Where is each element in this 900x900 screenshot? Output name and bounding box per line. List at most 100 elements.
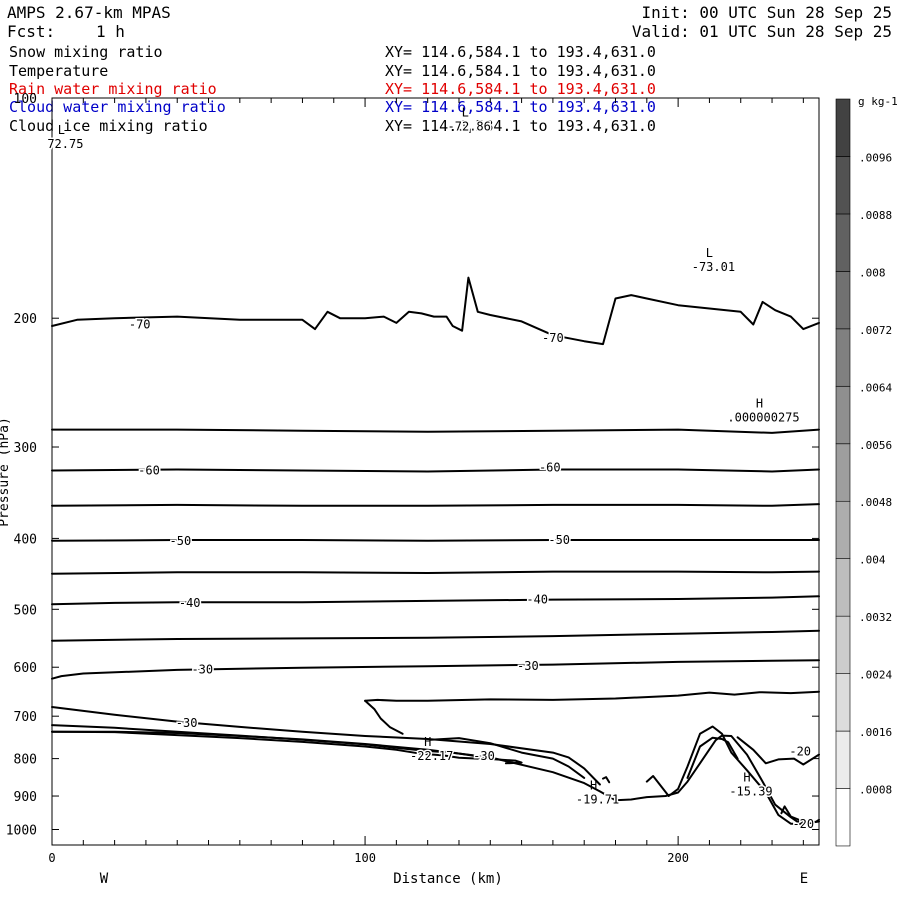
temperature-contour-line: [51, 570, 820, 575]
temperature-contour-line: [51, 539, 820, 542]
extremum-marker: L: [462, 106, 469, 120]
extremum-value: .000000275: [727, 411, 799, 425]
y-tick-label: 400: [14, 532, 37, 547]
field-xy: XY= 114.6,584.1 to 193.4,631.0: [385, 117, 656, 135]
west-label: W: [100, 871, 109, 887]
colorbar-swatch: [835, 673, 851, 732]
colorbar-swatch: [835, 213, 851, 272]
extremum-value: -19.71: [576, 793, 619, 807]
contour-label: -50: [170, 534, 192, 548]
extremum-value: -73.01: [692, 260, 735, 274]
x-axis: 0 100 200: [48, 98, 804, 865]
temperature-contour-line: [51, 276, 820, 346]
x-tick-label: 0: [48, 851, 55, 865]
colorbar-level-label: .0096: [859, 152, 892, 165]
field-xy: XY= 114.6,584.1 to 193.4,631.0: [385, 80, 656, 98]
temperature-contour-line: [51, 503, 820, 507]
init-time: Init: 00 UTC Sun 28 Sep 25: [641, 3, 892, 22]
temperature-contours: [51, 276, 820, 825]
temperature-contour-line: [51, 659, 820, 680]
colorbar-swatch: [835, 788, 851, 847]
colorbar-level-label: .0008: [859, 784, 892, 797]
colorbar-level-label: .0016: [859, 726, 892, 739]
field-xy: XY= 114.6,584.1 to 193.4,631.0: [385, 98, 656, 116]
extremum-marker: L: [58, 123, 65, 137]
extremum-value: -72.86: [448, 120, 491, 134]
contour-label: -50: [548, 533, 570, 547]
colorbar: .0008 .0016 .0024 .0032 .004 .0048 .0056 .0064.…: [835, 98, 892, 847]
colorbar-swatch: [835, 156, 851, 215]
colorbar-units: g kg-1: [858, 95, 898, 108]
extremum-value: 72.75: [47, 137, 83, 151]
colorbar-swatch: [835, 615, 851, 674]
colorbar-level-label: .0072: [859, 324, 892, 337]
forecast-hour: 1 h: [96, 22, 125, 41]
extremum-marker: H: [424, 735, 431, 749]
contour-label: -40: [179, 596, 201, 610]
temperature-contour-line: [51, 730, 820, 824]
temperature-contour-line: [51, 706, 601, 786]
temperature-contour-line: [645, 725, 820, 825]
contour-label: -20: [792, 817, 814, 831]
extrema-markers: L72.75L-72.86L-73.01H.000000275H-22.17H-…: [46, 106, 801, 809]
y-tick-label: 200: [14, 312, 37, 327]
colorbar-level-label: .0064: [859, 381, 892, 394]
x-tick-label: 100: [354, 851, 376, 865]
colorbar-swatch: [835, 385, 851, 445]
contour-label: -70: [542, 331, 564, 345]
valid-time: Valid: 01 UTC Sun 28 Sep 25: [631, 22, 892, 41]
colorbar-level-label: .0088: [859, 209, 892, 222]
temperature-contour-line: [602, 776, 611, 784]
colorbar-level-label: .004: [859, 554, 886, 567]
east-label: E: [800, 871, 808, 887]
y-tick-label: 100: [14, 92, 37, 107]
temperature-contour-line: [51, 468, 820, 473]
contour-labels: -70 -70 -60 -60 -50 -50 -40 -40 -30 -30 -30 -30 -20 -…: [127, 316, 815, 833]
temperature-contour-line: [51, 629, 820, 642]
model-title: AMPS 2.67-km MPAS: [7, 3, 171, 22]
extremum-marker: H: [743, 771, 750, 785]
y-tick-label: 800: [14, 753, 37, 768]
field-name: Cloud ice mixing ratio: [9, 117, 208, 135]
colorbar-swatch: [835, 98, 851, 157]
contour-label: -30: [473, 749, 495, 763]
temperature-contour-line: [736, 736, 820, 766]
contour-label: -30: [176, 716, 198, 730]
field-name: Rain water mixing ratio: [9, 80, 217, 98]
contour-label: -30: [191, 662, 213, 676]
y-axis-title: Pressure (hPa): [0, 417, 12, 527]
contour-label: -70: [129, 318, 151, 332]
colorbar-level-label: .0032: [859, 611, 892, 624]
y-tick-label: 700: [14, 710, 37, 725]
y-tick-label: 1000: [6, 824, 37, 839]
temperature-contour-line: [364, 699, 404, 735]
x-axis-title: Distance (km): [393, 871, 503, 887]
extremum-marker: H: [590, 779, 597, 793]
contour-label: -60: [138, 464, 160, 478]
temperature-contour-line: [51, 724, 523, 765]
temperature-contour-line: [686, 736, 739, 779]
extremum-value: -15.39: [729, 785, 772, 799]
field-xy: XY= 114.6,584.1 to 193.4,631.0: [385, 62, 656, 80]
temperature-contour-line: [51, 730, 492, 760]
x-tick-label: 200: [667, 851, 689, 865]
forecast-label: Fcst:: [7, 22, 56, 41]
temperature-contour-line: [364, 690, 820, 702]
plot-frame: [51, 97, 820, 846]
colorbar-level-label: .0048: [859, 496, 892, 509]
colorbar-swatch: [835, 730, 851, 789]
contour-label: -60: [539, 461, 561, 475]
y-tick-label: 600: [14, 661, 37, 676]
contour-label: -20: [789, 744, 811, 758]
extremum-marker: L: [706, 246, 713, 260]
colorbar-swatch: [835, 271, 851, 330]
contour-label: -40: [526, 593, 548, 607]
extremum-marker: H: [756, 397, 763, 411]
colorbar-level-label: .008: [859, 266, 886, 279]
colorbar-level-label: .0024: [859, 669, 892, 682]
colorbar-swatch: [835, 558, 851, 617]
y-tick-label: 500: [14, 603, 37, 618]
field-name: Cloud water mixing ratio: [9, 98, 226, 116]
field-xy: XY= 114.6,584.1 to 193.4,631.0: [385, 43, 656, 61]
